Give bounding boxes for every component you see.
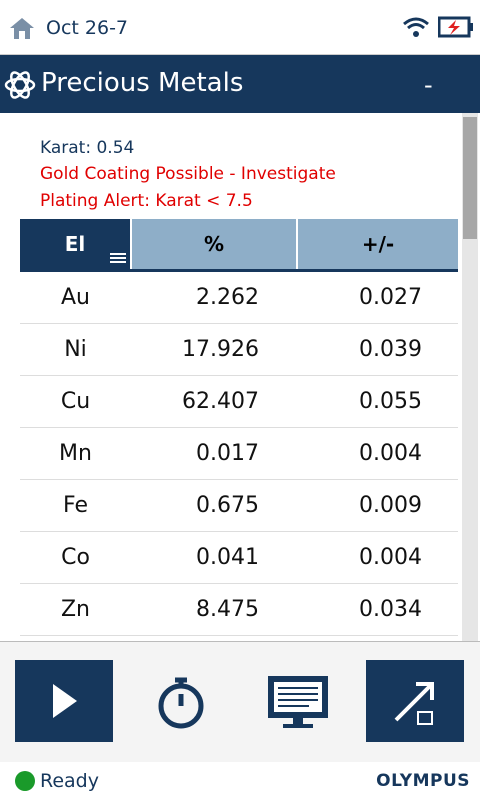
value-cell: 62.407: [131, 375, 297, 428]
value-cell: 0.014: [297, 635, 458, 641]
status-text: Ready: [40, 770, 99, 792]
results-panel: Karat: 0.54 Gold Coating Possible - Inve…: [0, 113, 480, 641]
table-row: Mn 0.017 0.004: [20, 427, 458, 480]
column-header[interactable]: +/-: [296, 219, 458, 272]
value-cell: 8.475: [131, 583, 297, 636]
value-cell: 0.041: [131, 531, 297, 584]
value-cell: 0.004: [297, 427, 458, 480]
timer-button[interactable]: [132, 660, 230, 742]
battery-icon: [438, 16, 473, 38]
start-button[interactable]: [15, 660, 113, 742]
monitor-icon: [268, 676, 328, 728]
value-cell: 0.027: [297, 270, 458, 324]
toolbar: [0, 641, 480, 763]
value-cell: 0.034: [297, 583, 458, 636]
element-cell: Ni: [20, 323, 131, 376]
value-cell: 0.017: [131, 427, 297, 480]
scrollbar[interactable]: [462, 113, 478, 641]
scroll-thumb[interactable]: [463, 117, 477, 239]
home-icon[interactable]: [8, 16, 36, 40]
element-cell: Mn: [20, 427, 131, 480]
stopwatch-icon: [158, 677, 204, 729]
table-row: Co 0.041 0.004: [20, 531, 458, 584]
value-cell: 0.055: [297, 375, 458, 428]
element-cell: Ga: [20, 635, 131, 641]
alert: Gold Coating Possible - Investigate: [40, 164, 336, 184]
wifi-icon: [403, 17, 429, 37]
table-row: Ni 17.926 0.039: [20, 323, 458, 376]
column-header[interactable]: El: [20, 219, 131, 272]
value-cell: 0.039: [297, 323, 458, 376]
table-row: Fe 0.675 0.009: [20, 479, 458, 532]
table-row: Ga0.0580.014: [20, 635, 458, 641]
results-table: El % +/- Au 2.262 0.027 Ni 17.926 0.039 Cu 62.4…: [20, 219, 458, 641]
export-button[interactable]: [366, 660, 464, 742]
karat-label: Karat: 0.54: [40, 138, 135, 158]
value-cell: 0.004: [297, 531, 458, 584]
play-icon: [53, 684, 77, 718]
status-footer: Ready OLYMPUS: [0, 762, 480, 800]
element-cell: Fe: [20, 479, 131, 532]
element-cell: Au: [20, 270, 131, 324]
panel-header: Precious Metals -: [0, 55, 480, 113]
table-row: Cu 62.407 0.055: [20, 375, 458, 428]
table-body: Au 2.262 0.027 Ni 17.926 0.039 Cu 62.407 0.055 Mn…: [20, 270, 458, 641]
element-cell: Co: [20, 531, 131, 584]
header-text: El: [64, 232, 86, 256]
value-cell: 0.058: [131, 635, 297, 641]
value-cell: 17.926: [131, 323, 297, 376]
value-cell: 0.675: [131, 479, 297, 532]
element-cell: Zn: [20, 583, 131, 636]
export-icon: [394, 682, 434, 725]
collapse-button[interactable]: -: [424, 71, 433, 99]
table-row: Zn 8.475 0.034: [20, 583, 458, 636]
atom-icon: [4, 71, 36, 99]
display-button[interactable]: [249, 660, 347, 742]
value-cell: 0.009: [297, 479, 458, 532]
table-row: Au 2.262 0.027: [20, 270, 458, 324]
date-label: Oct 26-7: [46, 17, 129, 39]
element-cell: Cu: [20, 375, 131, 428]
panel-title: Precious Metals: [41, 68, 244, 98]
value-cell: 2.262: [131, 270, 297, 324]
alert: Plating Alert: Karat < 7.5: [40, 191, 253, 211]
sort-icon: [110, 253, 126, 263]
status-indicator: [15, 771, 35, 791]
brand-logo: OLYMPUS: [376, 771, 470, 791]
column-header[interactable]: %: [130, 219, 297, 272]
top-bar: Oct 26-7: [0, 0, 480, 55]
